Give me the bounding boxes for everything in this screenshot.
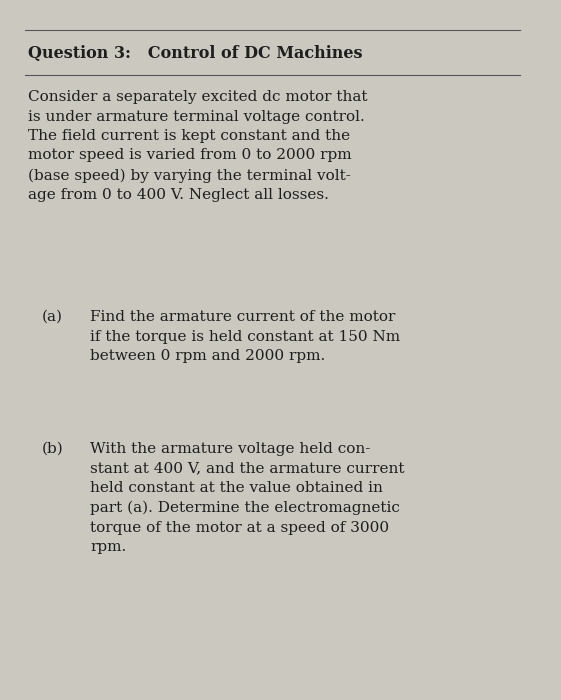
- Text: With the armature voltage held con-
stant at 400 V, and the armature current
hel: With the armature voltage held con- stan…: [90, 442, 404, 554]
- Text: Consider a separately excited dc motor that
is under armature terminal voltage c: Consider a separately excited dc motor t…: [28, 90, 367, 202]
- Text: Question 3:   Control of DC Machines: Question 3: Control of DC Machines: [28, 45, 362, 62]
- Text: (b): (b): [42, 442, 64, 456]
- Text: Find the armature current of the motor
if the torque is held constant at 150 Nm
: Find the armature current of the motor i…: [90, 310, 400, 363]
- Text: (a): (a): [42, 310, 63, 324]
